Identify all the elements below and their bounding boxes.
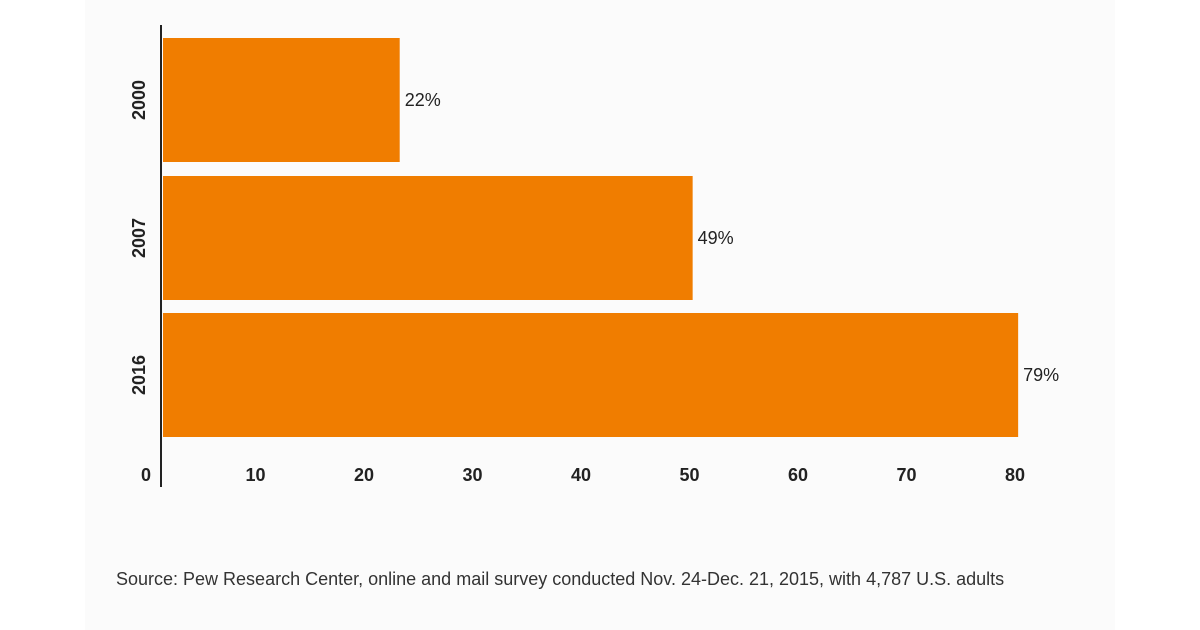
x-tick-label: 20: [354, 465, 374, 485]
x-tick-label: 30: [462, 465, 482, 485]
data-label-2007: 49%: [698, 228, 734, 248]
category-label-2000: 2000: [129, 80, 149, 120]
source-note: Source: Pew Research Center, online and …: [116, 569, 1005, 589]
x-tick-label: 80: [1005, 465, 1025, 485]
category-label-2016: 2016: [129, 355, 149, 395]
x-tick-label: 70: [896, 465, 916, 485]
bar-2007: [163, 176, 693, 300]
data-label-2000: 22%: [405, 90, 441, 110]
data-label-2016: 79%: [1023, 365, 1059, 385]
bar-2016: [163, 313, 1019, 437]
x-tick-label: 0: [141, 465, 151, 485]
x-tick-label: 40: [571, 465, 591, 485]
x-tick-label: 50: [679, 465, 699, 485]
category-label-2007: 2007: [129, 218, 149, 258]
bar-2000: [163, 38, 400, 162]
x-tick-label: 10: [245, 465, 265, 485]
x-tick-label: 60: [788, 465, 808, 485]
